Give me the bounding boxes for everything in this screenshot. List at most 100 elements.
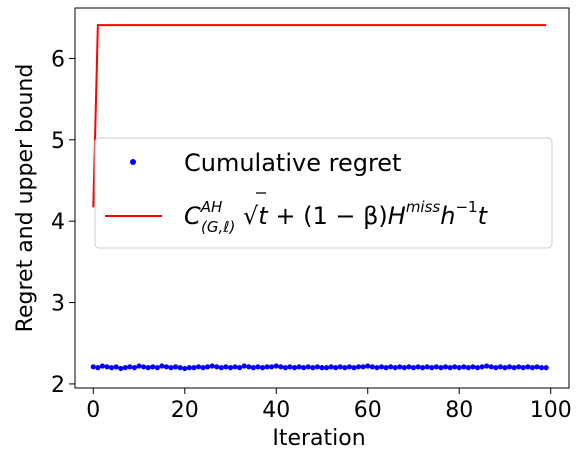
legend-sym-Gl: (G,ℓ) [201,218,235,236]
y-tick-label: 5 [51,129,65,154]
regret-point [218,365,224,371]
regret-point [131,365,138,371]
regret-point [314,364,321,370]
regret-point [479,364,485,370]
y-tick-label: 6 [51,47,65,72]
regret-point [474,365,481,371]
regret-point [365,363,371,369]
regret-point [484,363,490,369]
legend-sym-h: h [440,202,455,230]
regret-point [488,364,494,370]
regret-point [122,365,128,371]
regret-point [99,363,106,369]
regret-point [118,365,124,372]
regret-point [355,364,362,370]
regret-point [529,365,536,371]
regret-point [520,365,526,371]
regret-point [287,364,293,370]
regret-point [374,365,380,371]
regret-point [223,364,229,370]
regret-point [401,365,407,371]
regret-point [227,365,234,371]
regret-point [296,364,302,370]
regret-point [406,364,412,370]
y-axis-label: Regret and upper bound [13,64,38,333]
x-tick-label: 100 [530,398,572,423]
regret-point [259,365,266,371]
regret-point [516,364,522,370]
x-tick-label: 80 [445,398,473,423]
regret-point [543,365,549,371]
regret-point [438,365,444,371]
regret-point [433,364,439,370]
regret-point [360,364,366,370]
legend-marker-regret [130,159,136,165]
regret-point [465,365,471,371]
regret-point [337,364,343,370]
regret-point [420,365,426,371]
x-tick-label: 40 [262,398,290,423]
regret-point [415,364,421,370]
regret-point [506,364,513,370]
regret-point [378,364,385,370]
regret-point [145,365,151,371]
regret-point [538,365,545,371]
y-tick-label: 2 [51,373,65,398]
regret-point [397,364,403,370]
regret-point [424,364,430,370]
regret-point [205,364,211,370]
regret-point [282,365,289,371]
x-tick-label: 20 [171,398,199,423]
regret-point [392,365,398,371]
regret-point [104,364,110,370]
regret-point [388,364,394,370]
regret-point [163,364,170,370]
regret-point [278,364,284,370]
regret-point [113,364,119,370]
regret-point [232,364,238,370]
legend-label-regret: Cumulative regret [184,149,401,177]
regret-point [346,364,353,370]
x-axis: 0 20 40 60 80 100 [86,388,572,423]
regret-point [95,365,101,371]
legend-sym-C: C [184,202,201,230]
regret-point [250,365,256,371]
regret-point [209,363,215,369]
legend-sym-sqrt: √ [243,202,259,230]
regret-point [273,363,279,369]
regret-point [410,365,417,371]
regret-point [291,365,298,371]
regret-point [323,365,330,371]
plot-area [90,24,549,372]
legend-box [94,137,553,249]
legend-sym-miss: miss [406,198,441,216]
regret-point [429,365,435,371]
x-axis-label: Iteration [272,426,365,451]
regret-point [177,365,183,371]
regret-point [237,365,243,371]
x-tick-label: 0 [86,398,100,423]
regret-point [333,365,339,371]
regret-point [301,365,307,371]
regret-point [383,365,389,371]
regret-point [264,364,270,370]
legend-sym-H: H [388,202,406,230]
regret-point [90,364,96,370]
regret-point [150,364,156,370]
legend-sym-AH: AH [200,198,223,216]
regret-point [255,364,261,370]
regret-point [319,365,325,371]
regret-point [328,364,334,370]
regret-point [351,365,357,371]
regret-point [497,364,503,370]
regret-point [246,364,252,370]
legend-sym-t2: t [478,202,489,230]
regret-point [442,364,449,370]
plot-frame [74,7,570,389]
regret-point [154,365,160,371]
regret-point [452,364,458,370]
regret-point [470,364,476,370]
regret-point [269,364,275,370]
regret-point [241,363,247,369]
